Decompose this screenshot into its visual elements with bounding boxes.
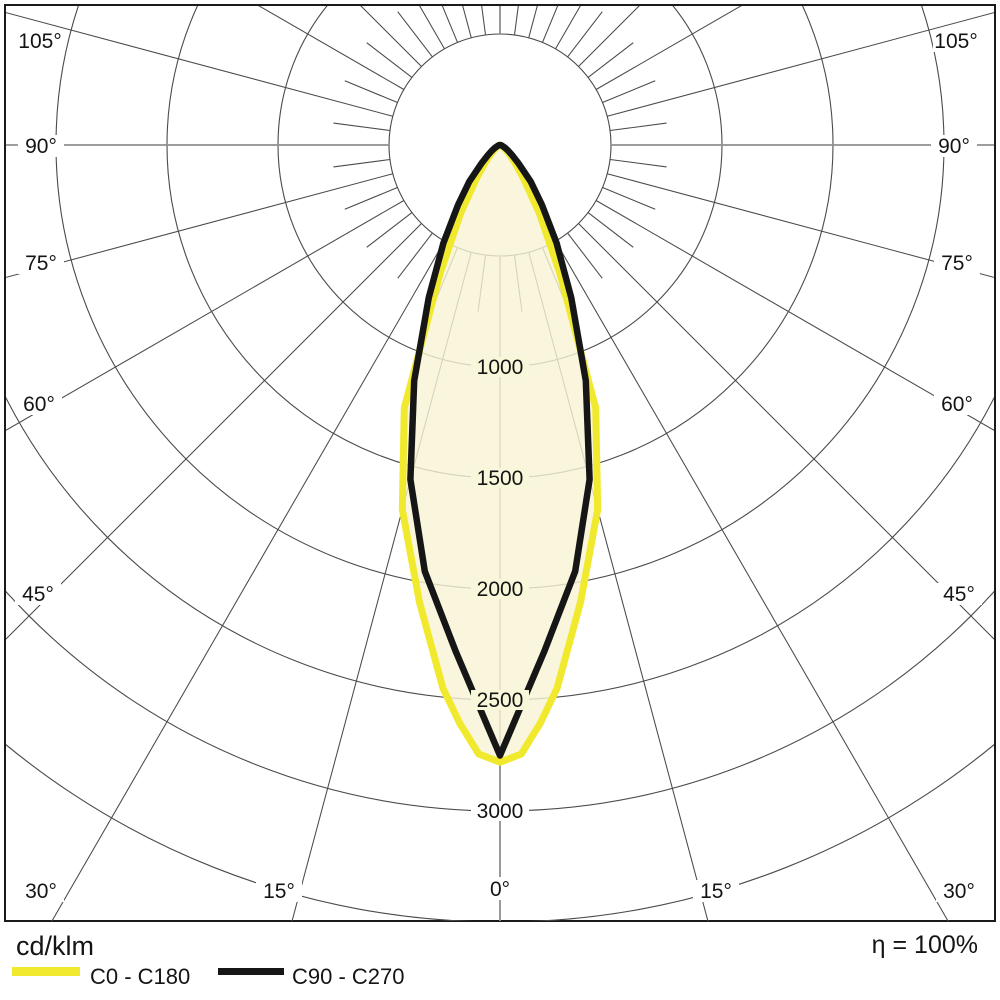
angle-label-left-90: 90° [18, 135, 64, 158]
angle-label-right-30: 30° [936, 880, 982, 903]
legend-swatch-c0-c180 [12, 967, 80, 976]
ring-labels: 1000 1500 2000 2500 3000 [471, 356, 529, 823]
ring-label-3000: 3000 [471, 800, 529, 823]
angle-label-right-45: 45° [936, 583, 982, 606]
angle-labels-bottom: 15° 0° 15° [256, 877, 739, 903]
beam-fill [402, 145, 598, 763]
angle-label-left-75: 75° [18, 252, 64, 275]
beam-fill-c90-c270 [410, 145, 590, 756]
angle-label-bottom-15-right: 15° [693, 880, 739, 903]
angle-label-bottom-0: 0° [481, 877, 519, 901]
legend-label-c0-c180: C0 - C180 [90, 964, 190, 989]
angle-label-left-60: 60° [16, 393, 62, 416]
svg-text:3000: 3000 [477, 800, 524, 823]
svg-text:1000: 1000 [477, 356, 524, 379]
ring-label-2000: 2000 [471, 578, 529, 601]
angle-label-left-45: 45° [15, 583, 61, 606]
svg-text:45°: 45° [943, 583, 975, 606]
svg-text:105°: 105° [934, 30, 977, 53]
svg-text:30°: 30° [943, 880, 975, 903]
svg-text:60°: 60° [941, 393, 973, 416]
legend: cd/klm C0 - C180 C90 - C270 η = 100% [12, 931, 978, 989]
angle-labels-right: 105° 90° 75° 60° 45° 30° [931, 30, 982, 903]
svg-text:90°: 90° [938, 135, 970, 158]
curve-c90-c270 [407, 141, 593, 759]
angle-label-right-75: 75° [934, 252, 980, 275]
svg-text:2500: 2500 [477, 689, 524, 712]
ring-label-1500: 1500 [471, 467, 529, 490]
angle-label-left-105: 105° [17, 30, 63, 53]
svg-text:105°: 105° [18, 30, 61, 53]
angle-label-right-90: 90° [931, 135, 977, 158]
angle-label-right-105: 105° [933, 30, 979, 53]
svg-text:15°: 15° [263, 880, 295, 903]
efficiency-label: η = 100% [872, 931, 978, 959]
svg-text:75°: 75° [25, 252, 57, 275]
unit-label: cd/klm [16, 931, 94, 961]
svg-text:2000: 2000 [477, 578, 524, 601]
svg-text:30°: 30° [25, 880, 57, 903]
ring-label-2500: 2500 [471, 689, 529, 712]
svg-text:75°: 75° [941, 252, 973, 275]
svg-text:15°: 15° [700, 880, 732, 903]
angle-label-left-30: 30° [18, 880, 64, 903]
angle-label-right-60: 60° [934, 393, 980, 416]
svg-text:60°: 60° [23, 393, 55, 416]
ring-label-1000: 1000 [471, 356, 529, 379]
svg-text:1500: 1500 [477, 467, 524, 490]
svg-text:90°: 90° [25, 135, 57, 158]
svg-text:0°: 0° [490, 878, 510, 901]
svg-text:45°: 45° [22, 583, 54, 606]
angle-labels-left: 105° 90° 75° 60° 45° 30° [15, 30, 64, 903]
angle-label-bottom-15-left: 15° [256, 880, 302, 903]
legend-label-c90-c270: C90 - C270 [292, 964, 405, 989]
legend-swatch-c90-c270 [218, 968, 284, 975]
